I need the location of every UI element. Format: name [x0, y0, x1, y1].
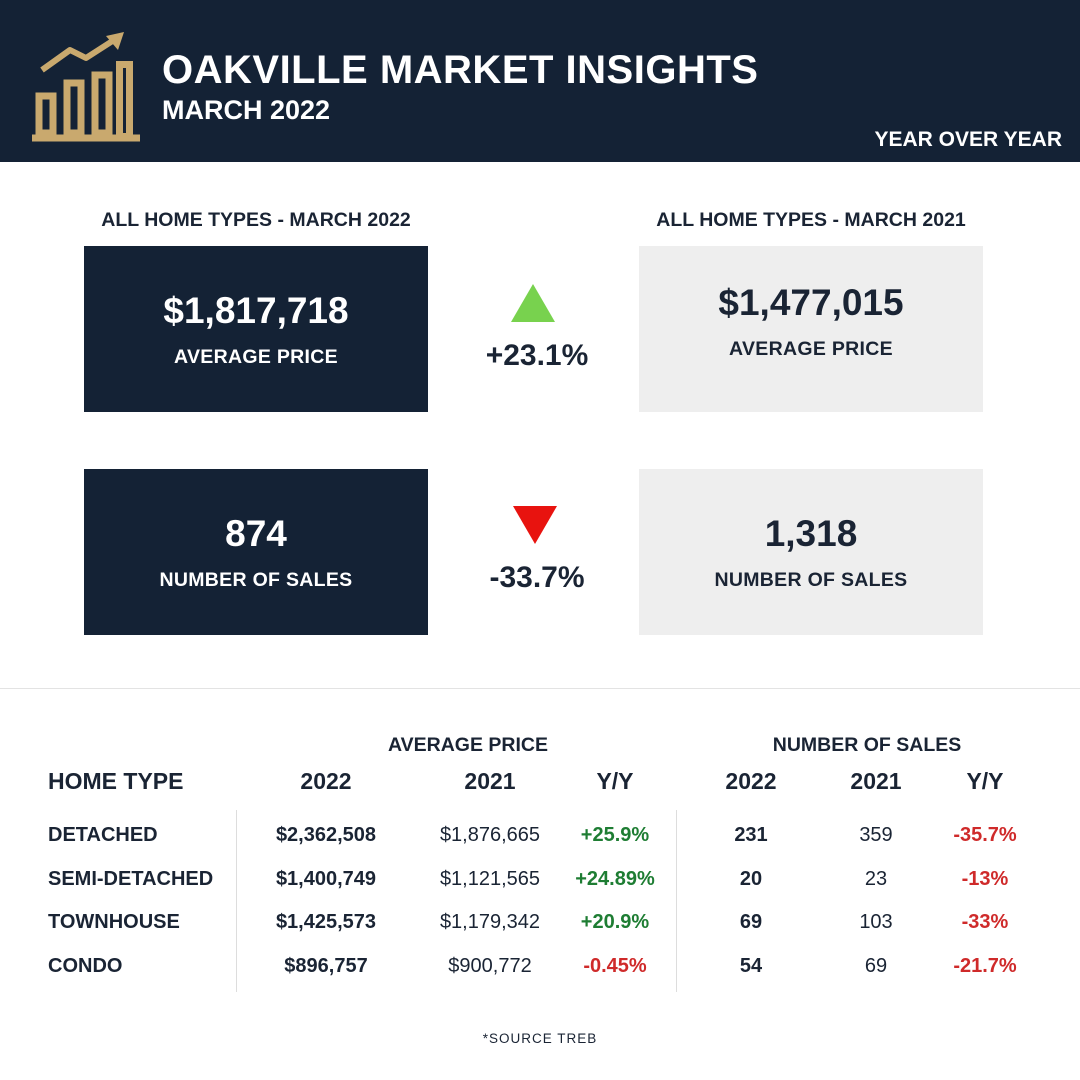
table-cell-price-2022: $1,425,573: [275, 911, 377, 933]
table-cell-sales-2021: 69: [864, 955, 888, 977]
avg-price-group-heading: AVERAGE PRICE: [388, 734, 548, 756]
home-type-header: HOME TYPE: [48, 768, 184, 794]
table-cell-price-2021: $1,179,342: [439, 911, 541, 933]
prior-year-heading: ALL HOME TYPES - MARCH 2021: [656, 209, 966, 231]
up-arrow-icon: [511, 284, 555, 322]
table-cell-type: DETACHED: [48, 824, 158, 846]
table-cell-type: CONDO: [48, 955, 123, 977]
table-cell-type: SEMI-DETACHED: [48, 868, 214, 890]
table-cell-price-2022: $896,757: [284, 955, 368, 977]
table-cell-sales-yy: -21.7%: [953, 955, 1017, 977]
sales-2021-header: 2021: [850, 768, 902, 794]
table-divider-left: [236, 810, 237, 992]
table-cell-sales-2022: 20: [739, 868, 763, 890]
page-subtitle: MARCH 2022: [162, 95, 331, 125]
table-cell-sales-yy: -13%: [961, 868, 1009, 890]
table-cell-price-yy: +25.9%: [580, 824, 650, 846]
rising-bar-chart-icon: [32, 32, 140, 142]
header-banner: OAKVILLE MARKET INSIGHTS MARCH 2022 YEAR…: [0, 0, 1080, 162]
table-cell-price-2021: $900,772: [448, 955, 532, 977]
section-divider: [0, 688, 1080, 689]
table-divider-right: [676, 810, 677, 992]
table-cell-sales-2021: 103: [859, 911, 893, 933]
table-cell-type: TOWNHOUSE: [48, 911, 180, 933]
current-avg-price-label: AVERAGE PRICE: [174, 345, 338, 368]
price-2021-header: 2021: [464, 768, 516, 794]
down-arrow-icon: [513, 506, 557, 544]
sales-group-heading: NUMBER OF SALES: [772, 734, 962, 756]
sales-change: -33.7%: [489, 561, 585, 594]
table-cell-price-yy: +20.9%: [580, 911, 650, 933]
table-cell-price-2021: $1,121,565: [439, 868, 541, 890]
current-sales-value: 874: [225, 512, 287, 554]
prior-sales-value: 1,318: [764, 512, 858, 554]
price-2022-header: 2022: [300, 768, 352, 794]
current-avg-price-value: $1,817,718: [163, 289, 349, 331]
table-cell-sales-2022: 231: [734, 824, 768, 846]
current-year-heading: ALL HOME TYPES - MARCH 2022: [101, 209, 411, 231]
table-cell-price-yy: +24.89%: [575, 868, 655, 890]
source-note: *SOURCE TREB: [482, 1031, 598, 1046]
prior-avg-price-label: AVERAGE PRICE: [729, 337, 893, 360]
prior-avg-price-card: $1,477,015 AVERAGE PRICE: [639, 246, 983, 412]
sales-2022-header: 2022: [725, 768, 777, 794]
page-title: OAKVILLE MARKET INSIGHTS: [162, 48, 759, 92]
prior-avg-price-value: $1,477,015: [718, 281, 904, 323]
current-sales-label: NUMBER OF SALES: [159, 568, 353, 591]
table-cell-price-2022: $2,362,508: [275, 824, 377, 846]
prior-sales-card: 1,318 NUMBER OF SALES: [639, 469, 983, 635]
table-cell-sales-yy: -33%: [961, 911, 1009, 933]
table-cell-sales-2022: 54: [739, 955, 763, 977]
table-cell-sales-2021: 23: [864, 868, 888, 890]
table-cell-sales-2021: 359: [859, 824, 893, 846]
avg-price-change: +23.1%: [485, 339, 589, 372]
current-avg-price-card: $1,817,718 AVERAGE PRICE: [84, 246, 428, 412]
table-cell-sales-yy: -35.7%: [953, 824, 1017, 846]
table-cell-price-2021: $1,876,665: [439, 824, 541, 846]
sales-yy-header: Y/Y: [966, 768, 1004, 794]
year-over-year-label: YEAR OVER YEAR: [874, 128, 1063, 151]
price-yy-header: Y/Y: [596, 768, 634, 794]
current-sales-card: 874 NUMBER OF SALES: [84, 469, 428, 635]
prior-sales-label: NUMBER OF SALES: [714, 568, 908, 591]
table-cell-price-yy: -0.45%: [583, 955, 647, 977]
table-cell-sales-2022: 69: [739, 911, 763, 933]
table-cell-price-2022: $1,400,749: [275, 868, 377, 890]
